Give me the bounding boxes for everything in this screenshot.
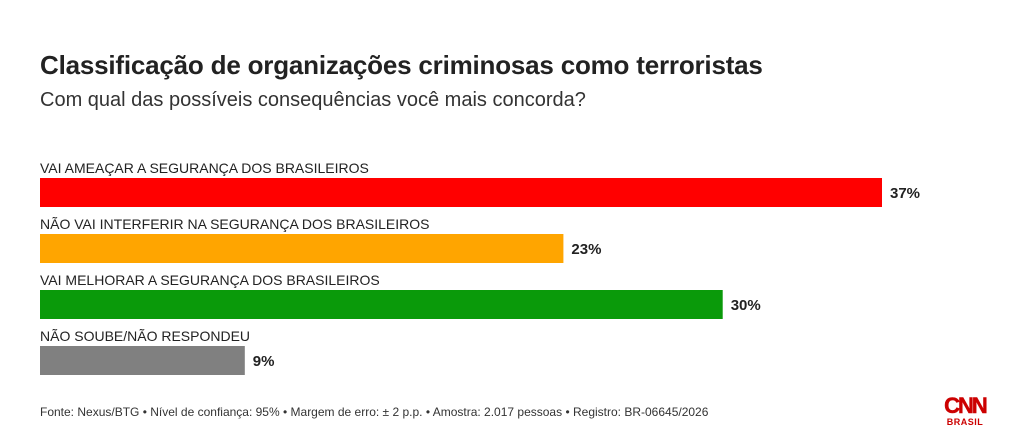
bar-chart: VAI AMEAÇAR A SEGURANÇA DOS BRASILEIROS 3… bbox=[40, 160, 920, 375]
bar bbox=[40, 346, 245, 375]
category-label: NÃO SOUBE/NÃO RESPONDEU bbox=[40, 328, 250, 344]
cnn-logo-mark: CNN bbox=[944, 393, 988, 418]
source-note: Fonte: Nexus/BTG • Nível de confiança: 9… bbox=[40, 405, 709, 419]
bar bbox=[40, 178, 882, 207]
chart-subtitle: Com qual das possíveis consequências voc… bbox=[40, 89, 586, 111]
category-label: VAI AMEAÇAR A SEGURANÇA DOS BRASILEIROS bbox=[40, 160, 369, 176]
value-label: 30% bbox=[731, 297, 761, 314]
value-label: 9% bbox=[253, 353, 275, 370]
category-label: VAI MELHORAR A SEGURANÇA DOS BRASILEIROS bbox=[40, 272, 380, 288]
cnn-logo-subtitle: BRASIL bbox=[946, 417, 984, 427]
value-label: 37% bbox=[890, 185, 920, 202]
category-label: NÃO VAI INTERFERIR NA SEGURANÇA DOS BRAS… bbox=[40, 216, 430, 232]
value-label: 23% bbox=[571, 241, 601, 258]
chart-title: Classificação de organizações criminosas… bbox=[40, 50, 763, 80]
cnn-brasil-logo: CNN BRASIL bbox=[940, 393, 990, 427]
bar bbox=[40, 290, 723, 319]
bar bbox=[40, 234, 564, 263]
